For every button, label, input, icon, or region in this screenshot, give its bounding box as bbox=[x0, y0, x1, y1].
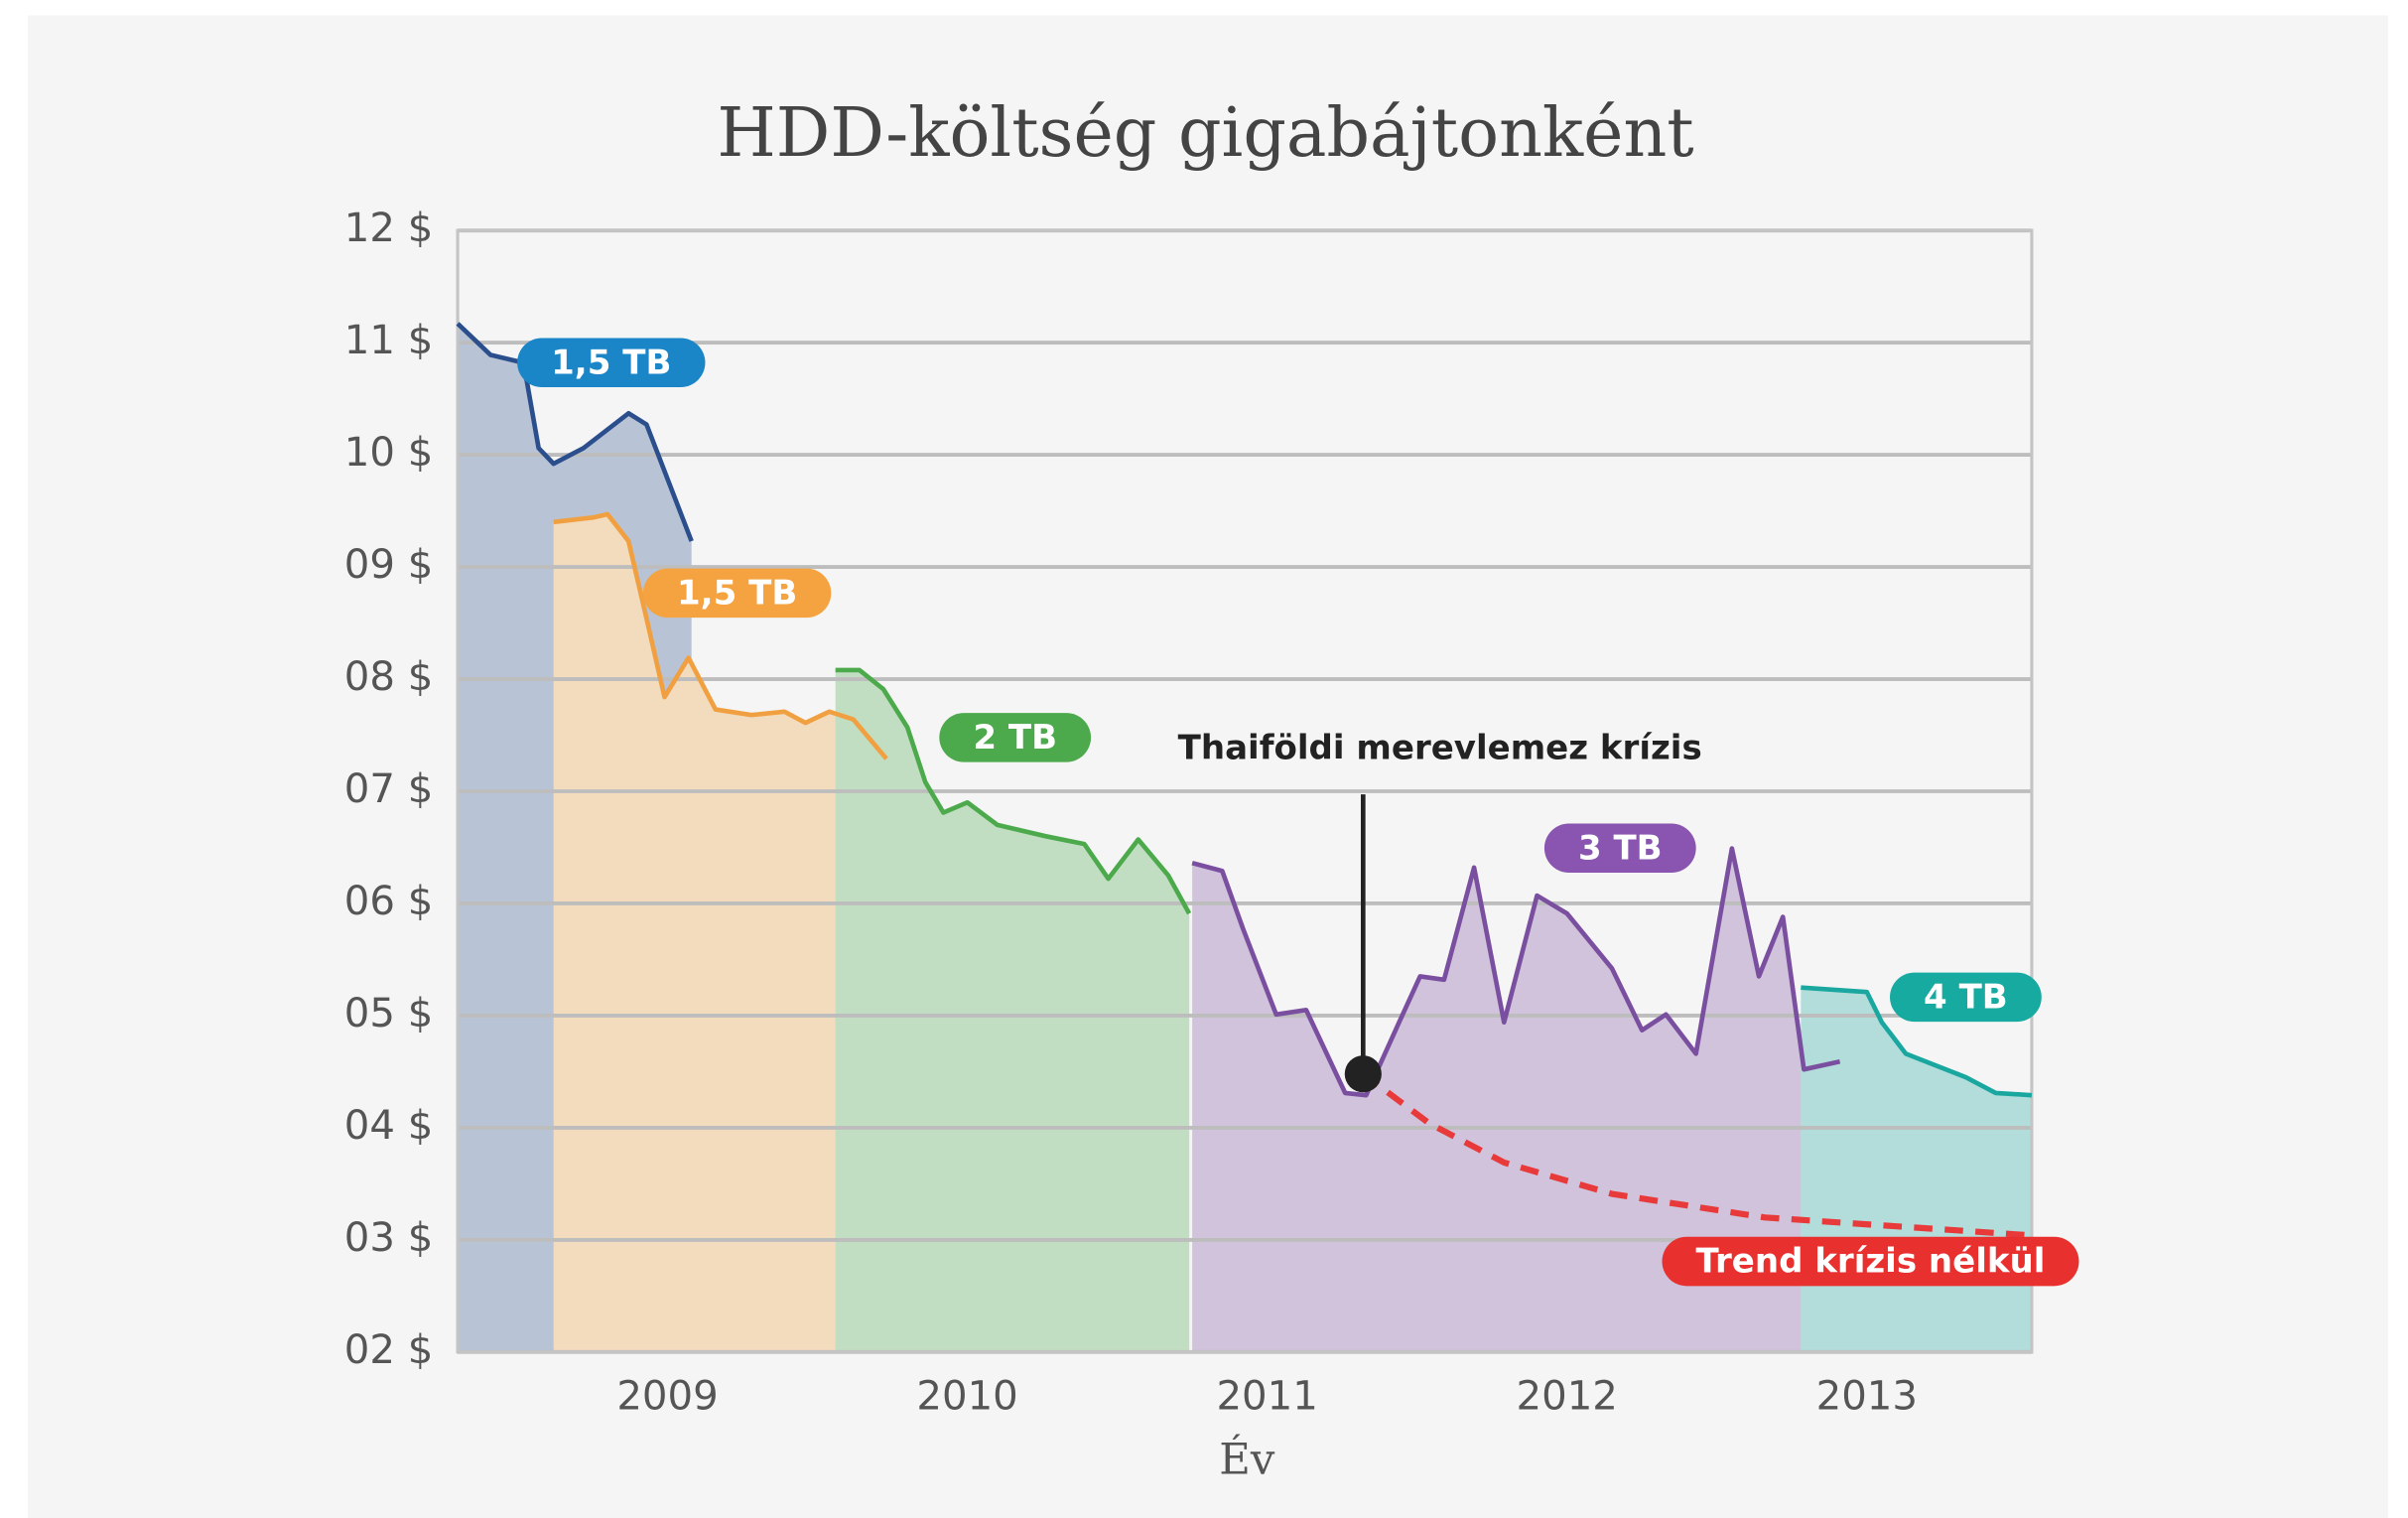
y-tick-label: 05 $ bbox=[344, 991, 434, 1036]
area bbox=[1192, 848, 1840, 1352]
line bbox=[1801, 985, 2033, 1098]
y-tick-label: 10 $ bbox=[344, 430, 434, 476]
y-tick-label: 12 $ bbox=[344, 206, 434, 251]
y-tick-label: 09 $ bbox=[344, 542, 434, 588]
badge-bg bbox=[1890, 972, 2042, 1023]
series-badge: 4 TB bbox=[1890, 972, 2042, 1023]
x-tick-label: 2012 bbox=[1517, 1373, 1618, 1419]
annotation-point bbox=[1344, 1055, 1382, 1093]
y-tick-label: 11 $ bbox=[344, 318, 434, 363]
x-tick-label: 2011 bbox=[1216, 1373, 1317, 1419]
x-tick-label: 2013 bbox=[1816, 1373, 1918, 1419]
legend-label: Trend krízis nélkül bbox=[1696, 1242, 2046, 1282]
x-tick-label: 2009 bbox=[616, 1373, 718, 1419]
badge-bg bbox=[939, 713, 1092, 762]
line bbox=[1361, 1071, 2033, 1239]
y-tick-label: 03 $ bbox=[344, 1215, 434, 1261]
area-underlay bbox=[835, 669, 1190, 1352]
badge-bg bbox=[1662, 1236, 2079, 1287]
line bbox=[1191, 846, 1841, 1098]
plot-border bbox=[456, 228, 2034, 1354]
badge-bg bbox=[642, 568, 832, 619]
y-tick-label: 04 $ bbox=[344, 1103, 434, 1149]
y-tick-label: 08 $ bbox=[344, 654, 434, 700]
legend-label: 1,5 TB bbox=[551, 343, 671, 382]
chart-title: HDD-költség gigabájtonként bbox=[717, 94, 1693, 173]
series-badge: 3 TB bbox=[1543, 823, 1696, 874]
y-tick-label: 07 $ bbox=[344, 766, 434, 812]
x-axis-label: Év bbox=[1219, 1434, 1275, 1484]
y-tick-label: 02 $ bbox=[344, 1327, 434, 1373]
line bbox=[456, 322, 694, 542]
legend-label: 4 TB bbox=[1924, 977, 2008, 1017]
badge-bg bbox=[1543, 823, 1696, 874]
line bbox=[835, 667, 1192, 915]
annotation-text: Thaiföldi merevlemez krízis bbox=[1178, 729, 1702, 768]
series-badge: 1,5 TB bbox=[517, 338, 706, 387]
legend-label: 2 TB bbox=[973, 718, 1057, 758]
series-badge: Trend krízis nélkül bbox=[1662, 1236, 2079, 1287]
area-underlay bbox=[1192, 848, 1840, 1352]
badge-bg bbox=[517, 338, 706, 387]
legend-label: 3 TB bbox=[1578, 828, 1663, 868]
x-tick-label: 2010 bbox=[916, 1373, 1017, 1419]
y-tick-label: 06 $ bbox=[344, 879, 434, 924]
area bbox=[835, 669, 1190, 1352]
line bbox=[553, 511, 888, 760]
legend-label: 1,5 TB bbox=[677, 573, 797, 613]
series-badge: 1,5 TB bbox=[642, 568, 832, 619]
series-badge: 2 TB bbox=[939, 713, 1092, 762]
